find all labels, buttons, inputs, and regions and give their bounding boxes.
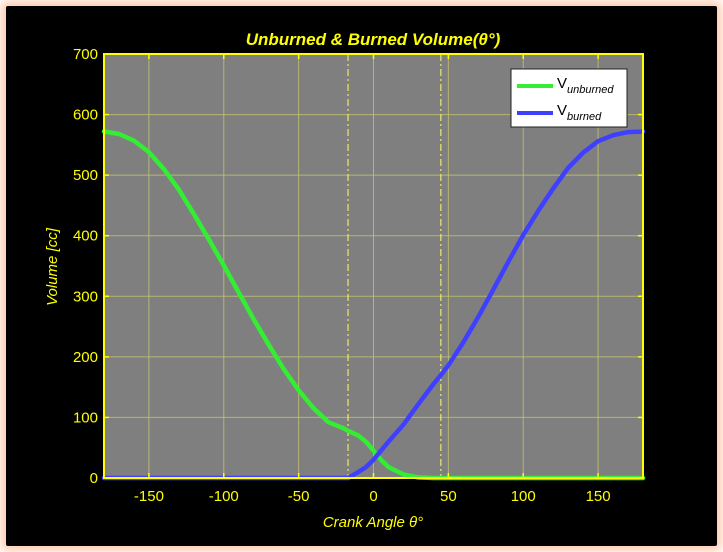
legend-unburned-base: V — [557, 75, 567, 92]
reference-lines — [347, 54, 442, 478]
x-tick-label: 150 — [586, 488, 611, 505]
y-tick-label: 200 — [73, 349, 98, 366]
chart-title: Unburned & Burned Volume(θ°) — [246, 30, 501, 49]
legend-box — [510, 68, 628, 128]
x-tick-label: 0 — [369, 488, 377, 505]
legend-unburned-sub: unburned — [567, 84, 614, 96]
y-axis-label: Volume [cc] — [44, 227, 61, 306]
y-tick-label: 100 — [73, 409, 98, 426]
legend-label-unburned: Vunburned — [557, 75, 614, 96]
legend-label-burned: Vburned — [557, 102, 602, 123]
axis-ticks: -150 -100 -50 0 50 100 150 0 100 200 300 400 500 600 7… — [73, 46, 643, 505]
x-tick-label: 100 — [511, 488, 536, 505]
legend-burned-base: V — [557, 102, 567, 119]
x-tick-label: -50 — [288, 488, 310, 505]
x-tick-label: -150 — [134, 488, 164, 505]
y-tick-label: 600 — [73, 107, 98, 124]
y-tick-label: 0 — [90, 470, 98, 487]
x-axis-label: Crank Angle θ° — [323, 514, 423, 531]
x-tick-label: -100 — [209, 488, 239, 505]
legend-burned-sub: burned — [567, 111, 602, 123]
legend: Vunburned Vburned — [510, 68, 628, 128]
y-tick-label: 500 — [73, 167, 98, 184]
y-tick-label: 400 — [73, 228, 98, 245]
y-tick-label: 300 — [73, 288, 98, 305]
x-tick-label: 50 — [440, 488, 457, 505]
y-tick-label: 700 — [73, 46, 98, 63]
